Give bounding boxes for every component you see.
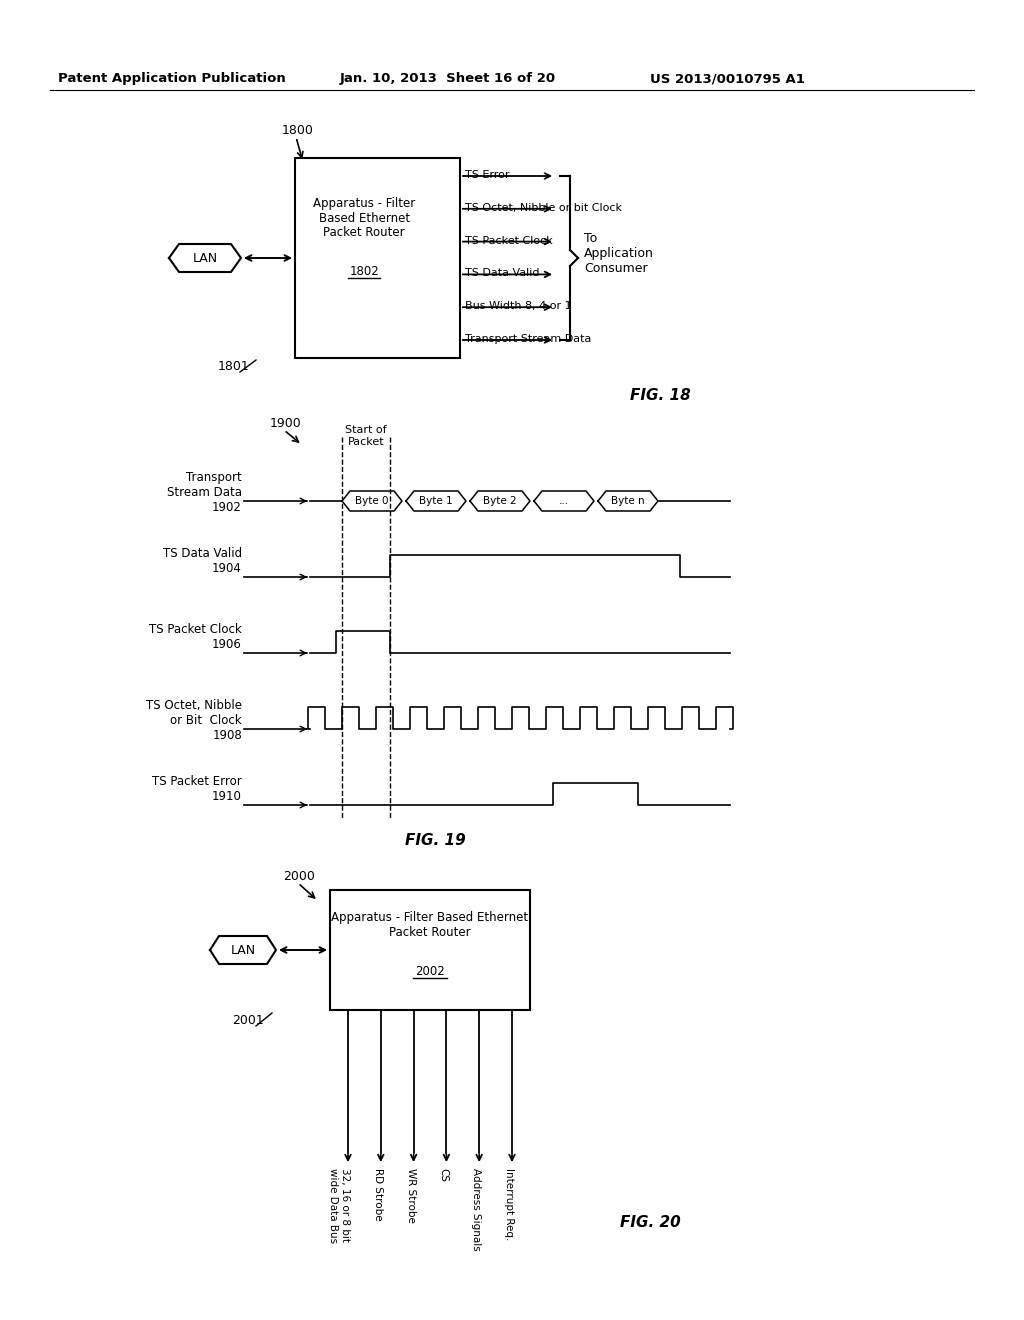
Text: Apparatus - Filter
Based Ethernet
Packet Router: Apparatus - Filter Based Ethernet Packet… <box>313 197 416 239</box>
Text: LAN: LAN <box>193 252 217 264</box>
Text: Interrupt Req.: Interrupt Req. <box>504 1168 514 1241</box>
Text: LAN: LAN <box>230 944 256 957</box>
Text: TS Packet Clock: TS Packet Clock <box>465 235 553 246</box>
Bar <box>295 158 460 358</box>
Text: ...: ... <box>559 496 569 506</box>
Text: 2001: 2001 <box>232 1014 264 1027</box>
Text: Transport
Stream Data
1902: Transport Stream Data 1902 <box>167 471 242 513</box>
Text: FIG. 20: FIG. 20 <box>620 1214 681 1230</box>
Text: Transport Stream Data: Transport Stream Data <box>465 334 592 345</box>
Text: Byte 1: Byte 1 <box>419 496 453 506</box>
Text: Apparatus - Filter Based Ethernet
Packet Router: Apparatus - Filter Based Ethernet Packet… <box>332 911 528 939</box>
Text: TS Data Valid: TS Data Valid <box>465 268 540 279</box>
Text: WR Strobe: WR Strobe <box>406 1168 416 1222</box>
Text: TS Octet, Nibble
or Bit  Clock
1908: TS Octet, Nibble or Bit Clock 1908 <box>146 700 242 742</box>
Text: Bus Width 8, 4 or 1: Bus Width 8, 4 or 1 <box>465 301 571 312</box>
Bar <box>330 890 530 1010</box>
Text: 1801: 1801 <box>218 360 250 374</box>
Text: Byte 0: Byte 0 <box>355 496 389 506</box>
Text: 2002: 2002 <box>415 965 444 978</box>
Text: 1800: 1800 <box>282 124 314 137</box>
Text: TS Error: TS Error <box>465 170 510 180</box>
Text: Start of
Packet: Start of Packet <box>345 425 387 446</box>
Text: US 2013/0010795 A1: US 2013/0010795 A1 <box>650 73 805 84</box>
Text: CS: CS <box>438 1168 449 1181</box>
Text: FIG. 19: FIG. 19 <box>404 833 465 847</box>
Text: TS Packet Clock
1906: TS Packet Clock 1906 <box>150 623 242 651</box>
Text: Address Signals: Address Signals <box>471 1168 481 1251</box>
Text: 2000: 2000 <box>283 870 314 883</box>
Text: 1802: 1802 <box>349 265 379 279</box>
Text: Patent Application Publication: Patent Application Publication <box>58 73 286 84</box>
Text: To
Application
Consumer: To Application Consumer <box>584 231 654 275</box>
Text: TS Data Valid
1904: TS Data Valid 1904 <box>163 546 242 576</box>
Text: 1900: 1900 <box>270 417 302 430</box>
Text: 32, 16 or 8 bit
wide Data Bus: 32, 16 or 8 bit wide Data Bus <box>329 1168 350 1243</box>
Text: FIG. 18: FIG. 18 <box>630 388 691 403</box>
Text: Byte 2: Byte 2 <box>483 496 517 506</box>
Text: Jan. 10, 2013  Sheet 16 of 20: Jan. 10, 2013 Sheet 16 of 20 <box>340 73 556 84</box>
Text: TS Octet, Nibble or bit Clock: TS Octet, Nibble or bit Clock <box>465 203 622 213</box>
Text: RD Strobe: RD Strobe <box>373 1168 383 1221</box>
Text: TS Packet Error
1910: TS Packet Error 1910 <box>153 775 242 803</box>
Text: Byte n: Byte n <box>611 496 645 506</box>
